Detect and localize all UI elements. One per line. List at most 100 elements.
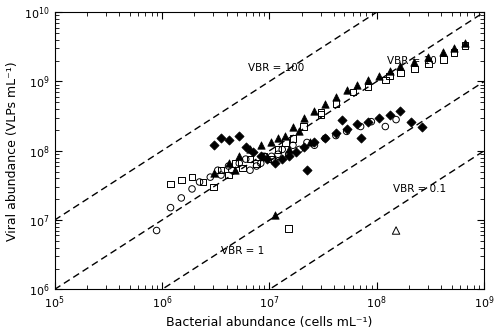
Point [242, 145, 250, 150]
Point [321, 136, 329, 141]
Point [260, 154, 268, 159]
Point [300, 115, 308, 120]
Point [152, 228, 160, 233]
Point [257, 143, 265, 148]
Point [450, 50, 458, 55]
Point [238, 165, 246, 171]
Point [224, 160, 232, 166]
Point [274, 151, 282, 157]
Point [364, 119, 372, 124]
Point [224, 173, 232, 178]
Point [407, 119, 415, 124]
Point [461, 41, 469, 46]
Point [300, 145, 308, 150]
Point [332, 94, 340, 99]
Point [296, 129, 304, 134]
Point [364, 77, 372, 83]
Point [418, 124, 426, 129]
Text: VBR = 1: VBR = 1 [221, 246, 264, 256]
Point [236, 133, 244, 138]
Point [178, 177, 186, 183]
Point [196, 179, 203, 185]
Point [268, 140, 276, 145]
Point [306, 140, 314, 145]
Text: VBR = 100: VBR = 100 [248, 63, 304, 73]
Point [342, 87, 350, 92]
Point [296, 147, 304, 152]
Point [392, 228, 400, 233]
Point [246, 168, 254, 173]
Point [270, 158, 278, 164]
Point [228, 168, 236, 173]
Point [206, 175, 214, 180]
Point [356, 124, 364, 129]
Point [342, 129, 350, 134]
Point [289, 136, 297, 141]
Point [424, 61, 432, 67]
Point [270, 160, 278, 166]
Point [214, 168, 222, 173]
Point [396, 70, 404, 76]
Point [300, 124, 308, 129]
Point [338, 117, 346, 122]
Point [246, 156, 254, 162]
Point [217, 168, 225, 173]
Point [375, 115, 383, 120]
Point [461, 43, 469, 48]
Point [354, 82, 362, 88]
Point [386, 68, 394, 74]
Point [364, 84, 372, 90]
Point [332, 101, 340, 106]
Point [410, 59, 418, 65]
Point [252, 160, 260, 166]
Point [440, 57, 448, 62]
Point [392, 117, 400, 122]
Point [166, 181, 174, 187]
Point [274, 147, 282, 152]
Point [310, 143, 318, 148]
Point [368, 119, 376, 124]
Point [257, 160, 265, 166]
Point [249, 149, 257, 155]
Point [284, 154, 292, 159]
Point [396, 108, 404, 113]
Point [210, 184, 218, 190]
Point [278, 156, 286, 162]
Point [282, 140, 290, 145]
Point [375, 73, 383, 79]
Point [236, 154, 244, 159]
Point [217, 173, 225, 178]
Y-axis label: Viral abundance (VLPs mL⁻¹): Viral abundance (VLPs mL⁻¹) [6, 61, 18, 241]
Point [199, 179, 207, 185]
Point [356, 136, 364, 141]
Point [310, 108, 318, 113]
Point [278, 147, 286, 152]
Point [317, 112, 325, 118]
Point [303, 140, 311, 145]
Point [268, 154, 276, 159]
Point [284, 226, 292, 231]
Point [450, 46, 458, 51]
Point [386, 73, 394, 79]
Point [317, 110, 325, 115]
Point [386, 112, 394, 118]
Point [440, 50, 448, 55]
Point [268, 156, 276, 162]
Point [354, 122, 362, 127]
X-axis label: Bacterial abundance (cells mL⁻¹): Bacterial abundance (cells mL⁻¹) [166, 317, 372, 329]
Point [236, 160, 244, 166]
Point [303, 168, 311, 173]
Point [178, 195, 186, 201]
Point [332, 131, 340, 136]
Point [332, 133, 340, 138]
Point [274, 136, 282, 141]
Point [257, 154, 265, 159]
Point [252, 163, 260, 169]
Point [270, 212, 278, 217]
Point [284, 151, 292, 157]
Point [382, 124, 390, 129]
Point [224, 163, 232, 169]
Point [246, 147, 254, 152]
Point [166, 205, 174, 210]
Point [260, 154, 268, 159]
